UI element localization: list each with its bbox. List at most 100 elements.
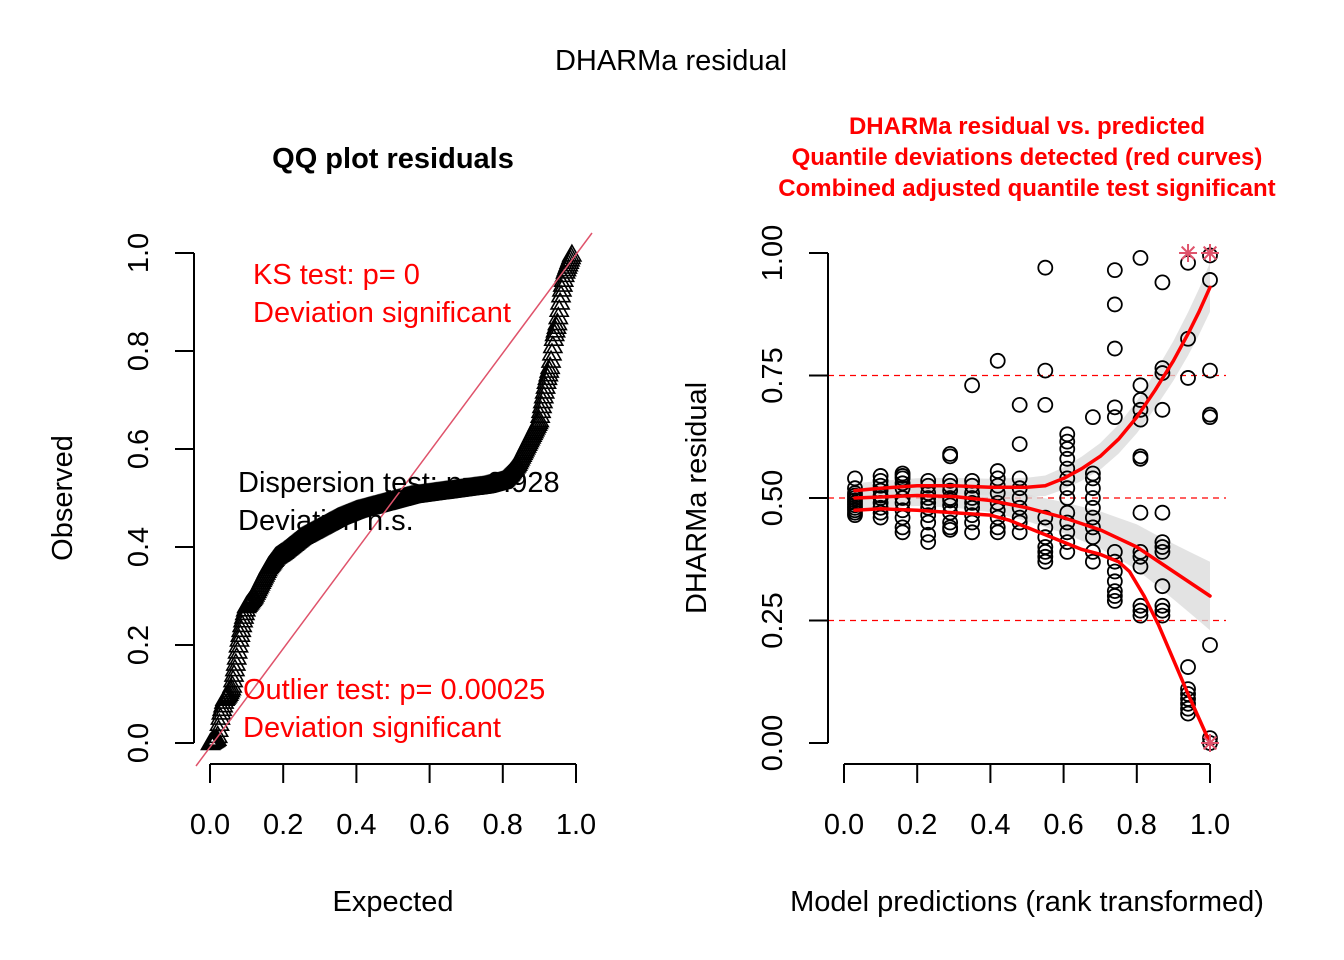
qq-point <box>210 706 231 725</box>
residual-point <box>1132 401 1149 418</box>
residual-y-tick-label: 0.00 <box>757 715 789 771</box>
qq-point <box>539 356 561 375</box>
residual-point <box>1106 296 1123 313</box>
qq-x-axis-label: Expected <box>333 886 454 918</box>
residual-point <box>1106 588 1123 604</box>
residual-point <box>1154 602 1171 619</box>
residual-point <box>942 448 959 465</box>
residual-point <box>964 494 980 511</box>
qq-x-tick-label: 0.0 <box>190 809 230 841</box>
qq-point <box>227 640 249 659</box>
qq-point <box>229 628 250 647</box>
quantile-curve-q0.25 <box>853 507 1212 745</box>
outlier-star-marker <box>1201 244 1219 262</box>
residual-point <box>1106 593 1123 609</box>
qq-plot-panel: QQ plot residuals Expected Observed 0.0 0… <box>47 143 596 918</box>
qq-y-tick-label: 0.6 <box>123 429 155 469</box>
residual-x-tick-label: 0.4 <box>970 809 1010 841</box>
qq-x-tick-label: 0.8 <box>483 809 523 841</box>
residual-point <box>1106 553 1123 570</box>
residual-point <box>872 504 889 521</box>
qq-point <box>226 646 248 665</box>
residual-point <box>1132 602 1149 619</box>
residual-point <box>872 509 889 526</box>
residual-point <box>1154 544 1171 560</box>
qq-reference-line <box>195 232 593 767</box>
residual-point <box>1084 480 1101 497</box>
residual-point <box>1059 480 1076 497</box>
residual-point <box>942 514 959 531</box>
qq-point <box>207 724 229 744</box>
qq-point <box>532 390 554 409</box>
residual-point <box>1059 524 1076 541</box>
residual-point <box>1154 401 1171 418</box>
residual-point <box>964 524 980 541</box>
qq-y-tick-label: 0.2 <box>123 625 155 665</box>
residual-title-line: DHARMa residual vs. predicted <box>849 113 1205 140</box>
qq-point <box>531 395 553 414</box>
residual-point <box>1154 274 1171 291</box>
qq-x-tick-label: 0.2 <box>263 809 303 841</box>
qq-x-tick-label: 1.0 <box>556 809 596 841</box>
qq-point <box>535 375 556 394</box>
residual-point <box>1202 362 1218 379</box>
residual-x-axis-label: Model predictions (rank transformed) <box>790 886 1264 918</box>
residual-point <box>1037 362 1054 379</box>
residual-point <box>1106 583 1123 599</box>
residual-point <box>1084 409 1101 426</box>
outlier-star-marker <box>1179 244 1198 262</box>
qq-point <box>221 674 243 693</box>
qq-point <box>223 663 245 682</box>
residual-point <box>920 526 937 543</box>
residual-point <box>1154 534 1171 550</box>
residual-point <box>1011 436 1028 453</box>
outlier-star-stroke <box>1202 735 1218 751</box>
residual-point <box>1011 396 1028 413</box>
residual-point <box>847 507 863 524</box>
residual-x-tick-label: 0.8 <box>1117 809 1157 841</box>
qq-x-tick-label: 0.6 <box>409 809 449 841</box>
residual-point <box>942 521 959 538</box>
qq-point <box>224 658 246 677</box>
qq-point <box>228 634 249 653</box>
qq-point <box>551 278 573 297</box>
residual-point <box>989 352 1006 369</box>
qq-axes: 0.0 0.2 0.4 0.6 0.8 1.0 0.0 0.2 0.4 0.6 0.8 1.0 <box>123 233 596 841</box>
qq-annotation-line: Deviation significant <box>243 712 501 744</box>
residual-point <box>920 514 937 531</box>
qq-point <box>222 669 244 688</box>
residual-y-axis-label: DHARMa residual <box>681 382 713 614</box>
residual-point <box>1011 470 1028 487</box>
qq-point <box>547 312 568 331</box>
residual-point <box>1106 262 1123 279</box>
residual-x-tick-label: 1.0 <box>1190 809 1230 841</box>
qq-plot-title: QQ plot residuals <box>272 143 514 175</box>
residual-x-tick-label: 0.6 <box>1043 809 1083 841</box>
qq-point <box>529 404 551 423</box>
qq-annotation-line: Dispersion test: p= 0.928 <box>238 467 560 499</box>
residual-point <box>989 519 1006 536</box>
residual-point <box>1059 450 1076 467</box>
residual-point <box>920 490 937 506</box>
qq-y-axis-label: Observed <box>47 435 79 561</box>
residual-point <box>1106 399 1123 416</box>
residual-point <box>1106 340 1123 357</box>
qq-point <box>225 652 247 671</box>
residual-x-tick-label: 0.2 <box>897 809 937 841</box>
residual-point <box>1132 558 1149 575</box>
residual-point <box>1084 499 1101 516</box>
qq-point <box>534 380 556 399</box>
quantile-curve-q0.5 <box>853 493 1212 598</box>
residual-point <box>894 519 911 536</box>
qq-y-tick-label: 0.4 <box>123 527 155 567</box>
residual-point <box>1180 370 1196 386</box>
outlier-star-marker <box>1201 734 1219 752</box>
residual-point <box>1132 607 1149 624</box>
residual-point <box>920 472 937 489</box>
residual-title-line: Combined adjusted quantile test signific… <box>778 175 1275 202</box>
qq-annotation-line: Deviation n.s. <box>238 505 414 537</box>
qq-point <box>538 359 560 378</box>
qq-y-tick-label: 1.0 <box>123 233 155 273</box>
page-title: DHARMa residual <box>555 45 787 77</box>
